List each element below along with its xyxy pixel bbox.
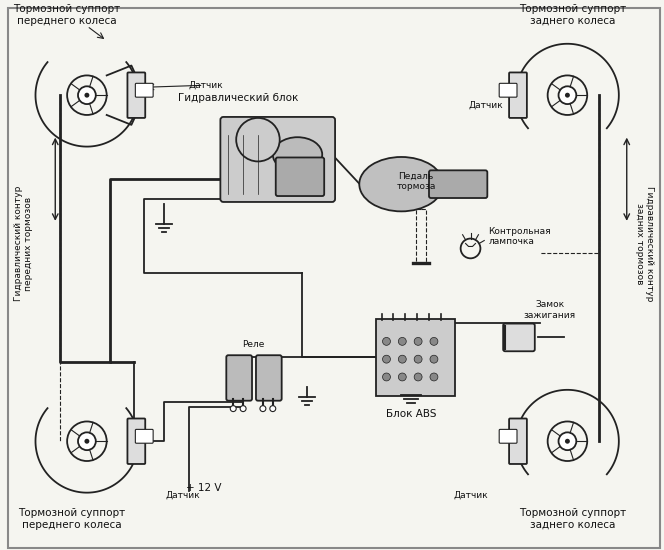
FancyBboxPatch shape xyxy=(499,430,517,443)
Circle shape xyxy=(565,439,570,444)
FancyBboxPatch shape xyxy=(276,157,324,196)
Circle shape xyxy=(414,337,422,345)
Circle shape xyxy=(382,355,390,363)
Circle shape xyxy=(240,406,246,411)
Circle shape xyxy=(260,406,266,411)
Text: Тормозной суппорт
переднего колеса: Тормозной суппорт переднего колеса xyxy=(13,4,121,26)
Text: Контрольная
лампочка: Контрольная лампочка xyxy=(488,227,551,246)
Text: Замок
зажигания: Замок зажигания xyxy=(523,300,576,320)
FancyBboxPatch shape xyxy=(127,419,145,464)
Text: Датчик: Датчик xyxy=(469,101,503,109)
Circle shape xyxy=(84,439,90,444)
Text: + 12 V: + 12 V xyxy=(186,483,221,493)
Circle shape xyxy=(430,373,438,381)
Text: Датчик: Датчик xyxy=(454,491,488,500)
Circle shape xyxy=(430,355,438,363)
Circle shape xyxy=(558,432,576,450)
FancyBboxPatch shape xyxy=(226,355,252,401)
Circle shape xyxy=(382,373,390,381)
Circle shape xyxy=(398,337,406,345)
FancyBboxPatch shape xyxy=(499,83,517,97)
Text: Тормозной суппорт
заднего колеса: Тормозной суппорт заднего колеса xyxy=(519,508,626,530)
Text: Тормозной суппорт
заднего колеса: Тормозной суппорт заднего колеса xyxy=(519,4,626,26)
FancyBboxPatch shape xyxy=(509,73,527,118)
Ellipse shape xyxy=(359,157,444,211)
Text: Гидравлический контур
передних тормозов: Гидравлический контур передних тормозов xyxy=(14,186,33,301)
Circle shape xyxy=(270,406,276,411)
FancyBboxPatch shape xyxy=(509,419,527,464)
Text: Блок ABS: Блок ABS xyxy=(386,409,436,419)
FancyBboxPatch shape xyxy=(376,318,455,396)
FancyBboxPatch shape xyxy=(135,83,153,97)
Text: Датчик: Датчик xyxy=(166,491,201,500)
Circle shape xyxy=(565,93,570,98)
Circle shape xyxy=(236,118,280,162)
Text: Тормозной суппорт
переднего колеса: Тормозной суппорт переднего колеса xyxy=(19,508,125,530)
FancyBboxPatch shape xyxy=(256,355,282,401)
FancyBboxPatch shape xyxy=(429,170,487,198)
Circle shape xyxy=(382,337,390,345)
Circle shape xyxy=(230,406,236,411)
Text: Гидравлический контур
задних тормозов: Гидравлический контур задних тормозов xyxy=(635,186,654,301)
Circle shape xyxy=(78,86,96,104)
Circle shape xyxy=(558,86,576,104)
Circle shape xyxy=(84,93,90,98)
Circle shape xyxy=(398,355,406,363)
Text: Датчик: Датчик xyxy=(189,81,223,90)
FancyBboxPatch shape xyxy=(135,430,153,443)
Text: Педаль
тормоза: Педаль тормоза xyxy=(396,172,436,191)
FancyBboxPatch shape xyxy=(503,323,535,351)
FancyBboxPatch shape xyxy=(220,117,335,202)
Circle shape xyxy=(414,355,422,363)
Ellipse shape xyxy=(273,137,322,172)
Circle shape xyxy=(78,432,96,450)
FancyBboxPatch shape xyxy=(127,73,145,118)
Text: Гидравлический блок: Гидравлический блок xyxy=(178,93,298,103)
Circle shape xyxy=(414,373,422,381)
Circle shape xyxy=(430,337,438,345)
Text: Реле: Реле xyxy=(242,340,264,349)
Circle shape xyxy=(398,373,406,381)
